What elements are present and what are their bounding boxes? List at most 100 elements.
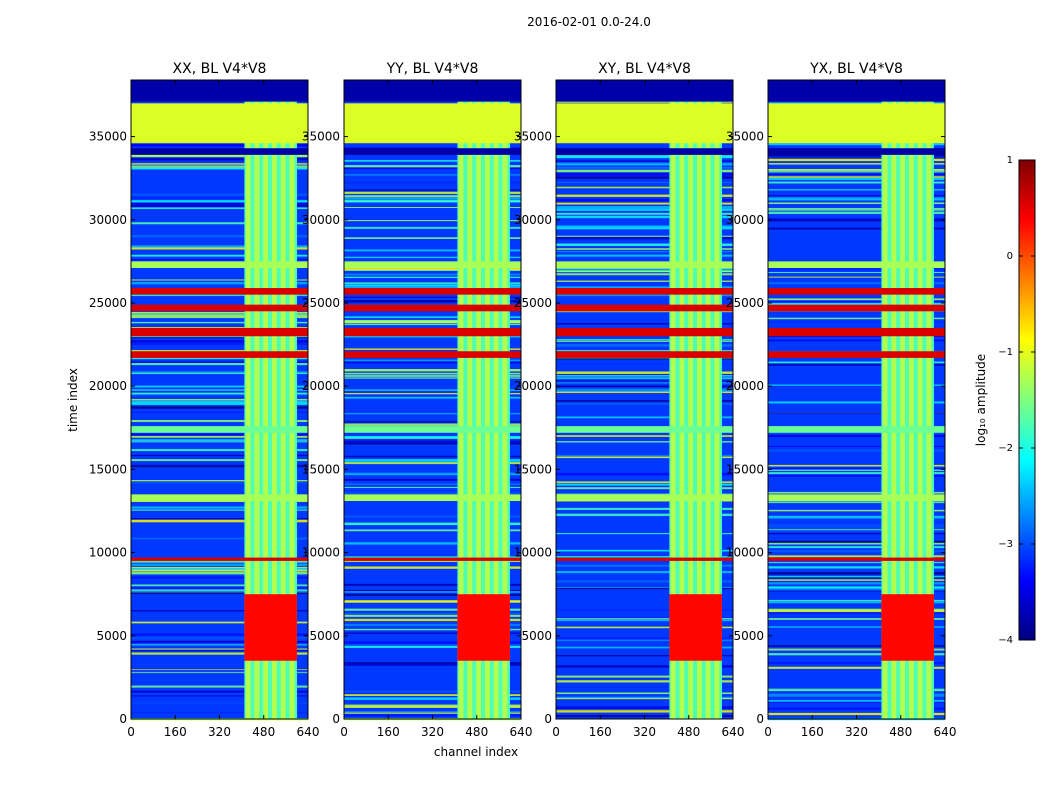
- heatmap-stripe: [556, 100, 733, 103]
- heatmap-stripe: [768, 171, 945, 173]
- heatmap-stripe: [344, 267, 521, 270]
- heatmap-band: [344, 327, 521, 337]
- y-tick-label: 5000: [521, 629, 552, 643]
- heatmap-band: [768, 426, 945, 433]
- heatmap-stripe: [556, 181, 733, 184]
- panel-yx: YX, BL V4*V8 0 160 320 480 640 0 5000 10000 15000…: [726, 61, 957, 739]
- heatmap-stripe: [131, 576, 308, 579]
- heatmap-band: [344, 494, 521, 502]
- heatmap-stripe: [344, 361, 521, 364]
- heatmap-stripe: [344, 165, 521, 167]
- heatmap-stripe: [556, 472, 733, 475]
- heatmap-stripe: [344, 592, 521, 595]
- rfi-column: [908, 80, 914, 719]
- heatmap-band: [556, 351, 733, 358]
- heatmap-band: [131, 494, 308, 502]
- heatmap-stripe: [131, 537, 308, 540]
- heatmap-stripe: [556, 619, 733, 622]
- heatmap-stripe: [131, 163, 308, 165]
- x-tick-label: 640: [722, 725, 745, 739]
- heatmap-stripe: [131, 448, 308, 452]
- heatmap-stripe: [768, 102, 945, 104]
- heatmap-stripe: [344, 359, 521, 362]
- heatmap-stripe: [556, 549, 733, 552]
- heatmap-stripe: [768, 276, 945, 278]
- rfi-column: [280, 80, 286, 719]
- heatmap-stripe: [131, 361, 308, 364]
- heatmap-band: [131, 557, 308, 561]
- y-tick-label: 10000: [302, 546, 340, 560]
- heatmap-stripe: [344, 591, 521, 594]
- heatmap-stripe: [768, 317, 945, 320]
- heatmap-stripe: [768, 449, 945, 452]
- heatmap-stripe: [131, 591, 308, 593]
- figure-suptitle: 2016-02-01 0.0-24.0: [527, 15, 651, 29]
- heatmap-band: [556, 426, 733, 433]
- heatmap-stripe: [344, 589, 521, 592]
- heatmap-stripe: [344, 269, 521, 272]
- x-tick-label: 0: [764, 725, 772, 739]
- y-tick-label: 10000: [726, 546, 764, 560]
- heatmap-stripe: [768, 586, 945, 589]
- x-tick-label: 320: [208, 725, 231, 739]
- heatmap-stripe: [556, 171, 733, 174]
- heatmap-stripe: [768, 433, 945, 435]
- heatmap-stripe: [768, 579, 945, 581]
- y-tick-label: 20000: [726, 379, 764, 393]
- heatmap-stripe: [344, 316, 521, 319]
- y-tick-label: 30000: [726, 213, 764, 227]
- heatmap-stripe: [768, 718, 945, 721]
- heatmap-band: [131, 80, 308, 102]
- heatmap-stripe: [344, 461, 521, 465]
- rfi-column: [696, 80, 702, 719]
- heatmap-stripe: [131, 702, 308, 705]
- heatmap-band: [131, 288, 308, 295]
- heatmap-stripe: [344, 423, 521, 426]
- heatmap-stripe: [556, 533, 733, 535]
- heatmap-stripe: [768, 464, 945, 467]
- y-tick-label: 25000: [302, 296, 340, 310]
- heatmap-stripe: [768, 712, 945, 716]
- colorbar-tick-label: −3: [998, 539, 1013, 550]
- heatmap-stripe: [344, 372, 521, 375]
- heatmap-stripe: [768, 154, 945, 157]
- heatmap-stripe: [131, 160, 308, 163]
- heatmap-stripe: [768, 194, 945, 197]
- heatmap-stripe: [556, 666, 733, 668]
- heatmap-stripe: [768, 648, 945, 651]
- heatmap-stripe: [556, 254, 733, 257]
- heatmap-stripe: [344, 271, 521, 273]
- heatmap-stripe: [556, 273, 733, 276]
- heatmap-stripe: [131, 685, 308, 688]
- heatmap-stripe: [556, 571, 733, 574]
- rfi-column: [502, 80, 508, 719]
- rfi-column: [926, 80, 932, 719]
- heatmap-stripe: [131, 633, 308, 636]
- heatmap-stripe: [131, 167, 308, 170]
- heatmap-stripe: [344, 300, 521, 303]
- heatmap-stripe: [556, 483, 733, 486]
- heatmap-stripe: [556, 212, 733, 215]
- rfi-column: [263, 80, 269, 719]
- y-tick-label: 5000: [96, 629, 127, 643]
- heatmap-stripe: [131, 669, 308, 673]
- heatmap-stripe: [344, 623, 521, 627]
- heatmap-stripe: [556, 618, 733, 620]
- heatmap-band: [344, 148, 521, 155]
- heatmap-stripe: [768, 412, 945, 414]
- heatmap-stripe: [768, 588, 945, 591]
- heatmap-stripe: [556, 226, 733, 230]
- heatmap-stripe: [344, 377, 521, 379]
- heatmap-stripe: [131, 584, 308, 587]
- heatmap-stripe: [344, 285, 521, 288]
- heatmap-stripe: [344, 473, 521, 476]
- panel-title: YY, BL V4*V8: [386, 61, 479, 77]
- heatmap-stripe: [344, 174, 521, 176]
- heatmap-stripe: [768, 282, 945, 285]
- heatmap-stripe: [768, 321, 945, 323]
- heatmap-stripe: [131, 245, 308, 248]
- heatmap-stripe: [344, 556, 521, 559]
- heatmap-stripe: [768, 626, 945, 628]
- x-axis-label: channel index: [434, 745, 518, 759]
- heatmap-stripe: [556, 710, 733, 713]
